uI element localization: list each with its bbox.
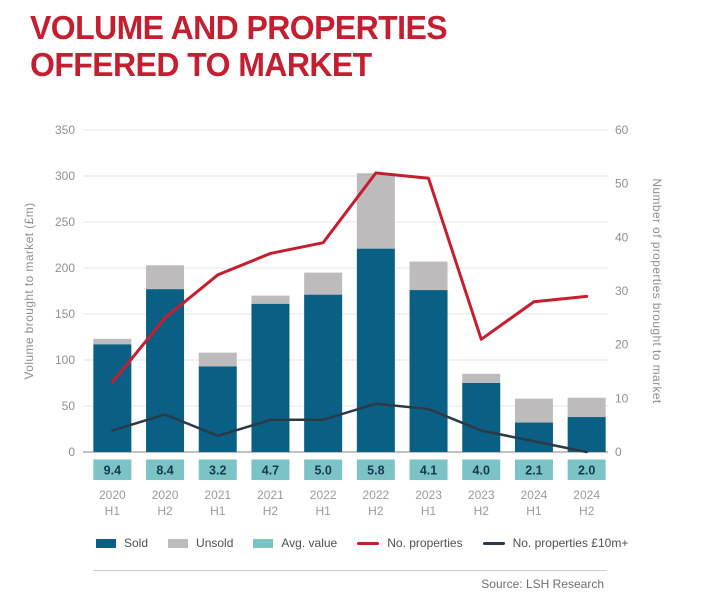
line-no-properties-10m- <box>111 402 588 454</box>
bars <box>93 173 606 452</box>
left-axis-tick: 350 <box>55 123 75 137</box>
legend-item-sold: Sold <box>96 536 148 550</box>
avg-value-row: 9.4 8.4 3.2 4.7 5.0 5.8 4.1 4.0 2.1 2.0 <box>93 459 606 480</box>
category-label: 2022 H2 <box>362 488 389 518</box>
avg-value-label: 3.2 <box>209 464 226 478</box>
avg-value-box <box>514 459 553 480</box>
bar-sold-2023-H1 <box>409 290 448 452</box>
line-series <box>110 171 589 454</box>
bar-unsold-2023-H1 <box>409 261 448 291</box>
avg-value-box <box>304 459 343 480</box>
line-no-properties <box>110 171 589 384</box>
unsold-swatch-icon <box>168 538 189 548</box>
category-label: 2024 H2 <box>573 488 600 518</box>
avg-value-label: 2.0 <box>578 464 595 478</box>
avg-value-label: 4.0 <box>473 464 490 478</box>
bar-unsold-2020-H1 <box>93 338 132 345</box>
bar-unsold-2020-H2 <box>146 265 185 290</box>
legend-item-unsold: Unsold <box>168 536 233 550</box>
right-axis-tick: 40 <box>615 230 629 244</box>
right-axis-tick: 0 <box>615 445 622 459</box>
legend-label-sold: Sold <box>124 536 149 550</box>
bar-sold-2024-H1 <box>514 422 553 452</box>
right-axis-tick: 60 <box>615 123 629 137</box>
no-properties-10m-line-icon <box>482 541 505 545</box>
bar-unsold-2022-H1 <box>304 272 343 295</box>
avg-value-box <box>462 459 501 480</box>
legend-label-no-properties: No. properties <box>387 536 463 550</box>
page-title-line-2: OFFERED TO MARKET <box>30 46 372 83</box>
bar-unsold-2022-H2 <box>356 173 395 249</box>
legend-label-avg-value: Avg. value <box>281 536 338 550</box>
avg-value-box <box>567 459 606 480</box>
left-axis-tick: 300 <box>55 169 75 183</box>
bar-unsold-2023-H2 <box>462 373 501 383</box>
page-title: VOLUME AND PROPERTIES OFFERED TO MARKET <box>30 9 460 83</box>
category-label: 2020 H2 <box>152 488 179 518</box>
legend-label-unsold: Unsold <box>196 536 234 550</box>
bar-sold-2021-H2 <box>251 303 290 452</box>
category-label: 2024 H1 <box>521 488 548 518</box>
avg-value-label: 4.7 <box>262 464 279 478</box>
left-axis-title: Volume brought to market (£m) <box>22 202 36 379</box>
right-axis-tick: 20 <box>615 338 629 352</box>
bar-sold-2023-H2 <box>462 383 501 452</box>
left-axis-tick: 250 <box>55 215 75 229</box>
legend-item-no-properties-10m: No. properties £10m+ <box>482 536 629 550</box>
category-label: 2023 H2 <box>468 488 495 518</box>
bar-sold-2024-H2 <box>567 417 606 452</box>
avg-value-label: 5.8 <box>367 464 384 478</box>
avg-value-box <box>146 459 185 480</box>
right-axis-tick: 30 <box>615 284 629 298</box>
avg-value-box <box>198 459 237 480</box>
bar-sold-2022-H2 <box>356 248 395 452</box>
avg-value-box <box>409 459 448 480</box>
right-axis-tick: 50 <box>615 177 629 191</box>
page-title-line-1: VOLUME AND PROPERTIES <box>30 9 448 46</box>
bar-sold-2020-H2 <box>146 289 185 452</box>
chart-legend: Sold Unsold Avg. value No. properties No… <box>96 536 628 550</box>
category-label: 2022 H1 <box>310 488 337 518</box>
bar-unsold-2024-H2 <box>567 397 606 418</box>
legend-item-avg-value: Avg. value <box>253 536 337 550</box>
left-axis-tick: 200 <box>55 261 75 275</box>
bar-unsold-2024-H1 <box>514 398 553 423</box>
avg-value-swatch-icon <box>253 538 274 548</box>
avg-value-box <box>356 459 395 480</box>
right-axis-title: Number of properties brought to market <box>650 178 664 404</box>
avg-value-box <box>251 459 290 480</box>
bar-sold-2022-H1 <box>304 294 343 452</box>
category-labels: 2020 H1 2020 H2 2021 H1 2021 H2 2022 H1 2022 H2 2023… <box>99 488 600 518</box>
legend-item-no-properties: No. properties <box>357 536 463 550</box>
left-axis-tick: 50 <box>62 399 76 413</box>
left-axis-tick: 100 <box>55 353 75 367</box>
bar-unsold-2021-H2 <box>251 295 290 304</box>
sold-swatch-icon <box>96 538 116 548</box>
bar-sold-2021-H1 <box>198 366 237 452</box>
category-label: 2023 H1 <box>415 488 442 518</box>
avg-value-box <box>93 459 132 480</box>
bar-sold-2020-H1 <box>93 344 132 452</box>
bar-unsold-2021-H1 <box>198 352 237 367</box>
category-label: 2020 H1 <box>99 488 126 518</box>
legend-label-no-properties-10m: No. properties £10m+ <box>512 536 629 550</box>
no-properties-line-icon <box>357 541 380 545</box>
avg-value-label: 4.1 <box>420 464 437 478</box>
footer-divider <box>93 570 607 571</box>
avg-value-label: 8.4 <box>156 464 173 478</box>
right-axis-tick: 10 <box>615 391 629 405</box>
left-axis-tick: 150 <box>55 307 75 321</box>
avg-value-label: 5.0 <box>314 464 331 478</box>
source-credit: Source: LSH Research <box>481 577 604 591</box>
left-axis-tick: 0 <box>68 445 75 459</box>
category-label: 2021 H1 <box>204 488 231 518</box>
avg-value-label: 9.4 <box>104 464 121 478</box>
category-label: 2021 H2 <box>257 488 284 518</box>
axis-ticks: 0 50 100 150 200 250 300 350 0 10 20 30 40 50 60 <box>55 123 629 459</box>
avg-value-label: 2.1 <box>525 464 542 478</box>
